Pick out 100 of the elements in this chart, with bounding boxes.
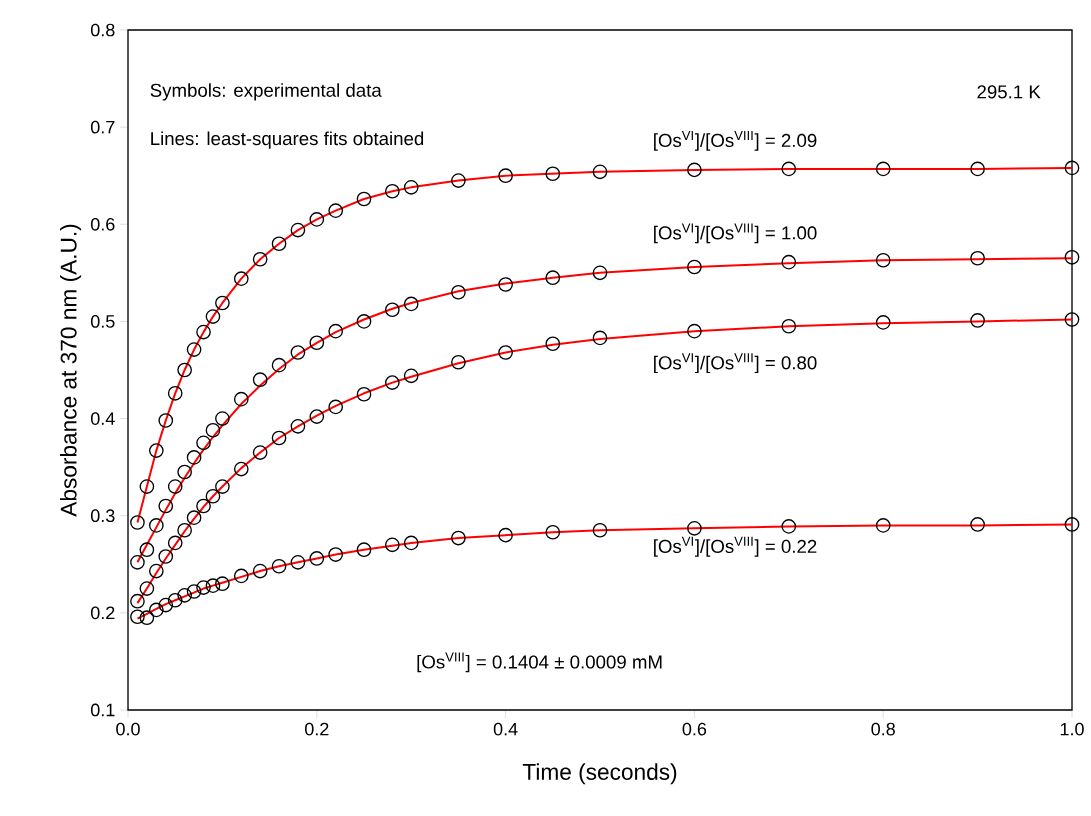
y-tick-label: 0.2 (90, 606, 115, 620)
point (252, 251, 268, 267)
point (403, 535, 419, 551)
point (271, 357, 287, 373)
annotation: [Os$^{VI}$]/[Os$^{VIII}$] = 2.09 (654, 130, 817, 151)
point (215, 576, 230, 592)
point (205, 488, 221, 504)
point (403, 296, 419, 312)
point (177, 522, 192, 538)
point (252, 372, 268, 388)
line-series (136, 318, 1074, 605)
point (592, 164, 608, 180)
point (781, 318, 797, 334)
x-tick-label: 0.6 (682, 722, 707, 736)
point (498, 277, 513, 292)
point (167, 592, 183, 608)
point (205, 578, 221, 593)
x-tick-label: 0.2 (305, 722, 329, 736)
y-tick-label: 0.4 (90, 412, 115, 425)
point (970, 517, 985, 532)
point (384, 537, 400, 553)
point (356, 314, 372, 329)
point (970, 161, 985, 177)
point (781, 161, 797, 177)
point (309, 212, 325, 227)
point (233, 568, 249, 584)
point (328, 547, 344, 562)
point (139, 479, 155, 494)
x-tick-label: 0.4 (493, 722, 518, 736)
point (687, 323, 702, 339)
point (186, 342, 202, 357)
point (309, 409, 325, 424)
point (498, 168, 513, 184)
annotation: [Os$^{VI}$]/[Os$^{VIII}$] = 0.80 (654, 353, 817, 374)
point (403, 180, 419, 195)
point (545, 336, 561, 352)
point (271, 558, 287, 574)
point (545, 270, 561, 286)
point (451, 354, 466, 370)
point (687, 162, 702, 178)
point (875, 518, 891, 533)
point (177, 588, 192, 603)
point (328, 203, 344, 219)
point (177, 362, 192, 378)
point (356, 542, 372, 558)
point (148, 563, 164, 579)
point (130, 555, 145, 570)
point (781, 519, 797, 534)
point (196, 580, 211, 595)
point (687, 521, 702, 536)
annotation: Symbols: experimental data (150, 83, 382, 101)
y-tick-label: 0.7 (90, 120, 115, 134)
point (451, 284, 466, 300)
point (215, 479, 230, 494)
point (498, 345, 513, 360)
point (1064, 249, 1080, 265)
x-tick-label: 0.0 (116, 722, 140, 736)
point (233, 461, 249, 477)
point (384, 183, 400, 199)
point (290, 555, 306, 570)
point (875, 252, 891, 268)
annotation: [Os$^{VI}$]/[Os$^{VIII}$] = 1.00 (654, 223, 817, 244)
point (167, 479, 183, 494)
point (328, 323, 344, 339)
point (130, 515, 145, 530)
y-tick-label: 0.5 (90, 315, 115, 328)
point (1064, 160, 1080, 176)
point (781, 254, 797, 270)
x-tick-label: 1.0 (1060, 722, 1084, 736)
point (970, 250, 985, 266)
point (205, 422, 221, 438)
point (451, 173, 466, 188)
annotation: [Os$^{VIII}$] = 0.1404 ± 0.0009 mM (417, 652, 662, 673)
line-series (136, 257, 1074, 564)
y-axis-title: Absorbance at 370 nm (A.U.) (60, 224, 82, 517)
point (290, 222, 306, 238)
point (592, 522, 608, 538)
x-axis-title: Time (seconds) (522, 763, 677, 785)
annotation: 295.1 K (977, 85, 1041, 99)
point (384, 302, 400, 318)
point (158, 549, 174, 564)
point (1064, 517, 1080, 532)
point (309, 335, 325, 351)
point (196, 324, 211, 340)
point (186, 450, 202, 465)
point (233, 391, 249, 407)
point (205, 309, 221, 324)
y-tick-label: 0.8 (90, 23, 115, 37)
point (403, 368, 419, 384)
point (196, 435, 211, 451)
point (384, 375, 400, 390)
point (139, 542, 155, 558)
point (158, 498, 174, 514)
point (215, 411, 230, 426)
point (687, 259, 702, 275)
point (592, 265, 608, 281)
x-tick-label: 0.8 (871, 722, 895, 736)
point (309, 551, 325, 566)
annotation: Lines: least-squares fits obtained (151, 131, 424, 149)
point (290, 419, 306, 434)
